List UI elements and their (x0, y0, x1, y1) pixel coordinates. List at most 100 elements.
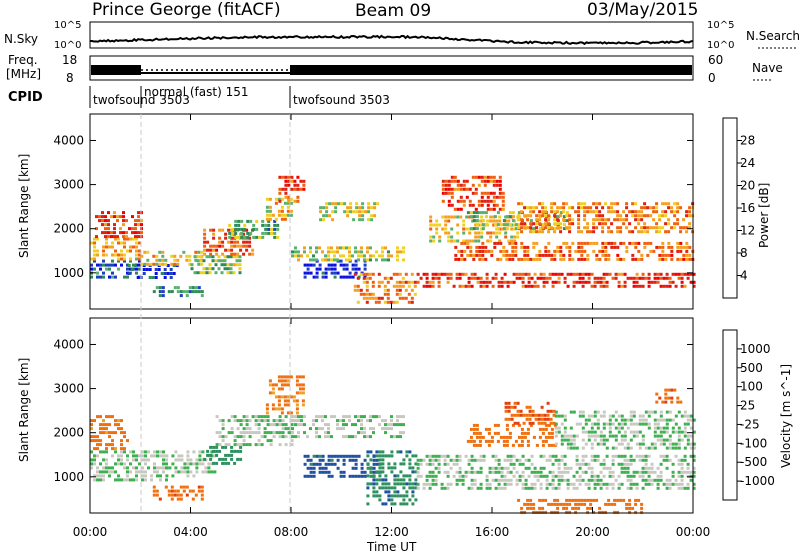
power-cell (107, 231, 110, 235)
nsky-label: N.Sky (4, 32, 38, 46)
velocity-cell (545, 478, 549, 482)
power-cell (395, 292, 399, 296)
velocity-cell (541, 498, 545, 502)
power-cell (333, 275, 337, 279)
power-cell (286, 213, 290, 217)
power-cell (367, 202, 371, 206)
velocity-cell (563, 438, 567, 442)
power-cell (520, 230, 524, 234)
power-cell (511, 245, 515, 249)
velocity-cell (290, 443, 294, 447)
power-cell (498, 239, 502, 243)
velocity-cell (387, 490, 391, 494)
power-cell (480, 195, 484, 199)
power-cell (664, 214, 668, 218)
velocity-cell (396, 490, 400, 494)
power-cell (513, 239, 517, 243)
power-cell (489, 199, 493, 203)
power-cell (488, 280, 492, 284)
power-cell (441, 179, 445, 183)
velocity-cell (563, 478, 567, 482)
power-cell (655, 206, 659, 210)
velocity-cell (520, 431, 524, 435)
power-cell (520, 218, 524, 222)
power-cell (286, 197, 290, 201)
velocity-cell (500, 478, 504, 482)
power-cell (93, 237, 96, 241)
power-cell (550, 210, 554, 214)
velocity-cell (641, 442, 645, 446)
velocity-cell (509, 482, 513, 486)
power-colorbar-tick-label: 24 (740, 156, 755, 170)
velocity-cell (602, 482, 606, 486)
velocity-cell (598, 506, 602, 510)
freq-label-2: [MHz] (6, 67, 41, 81)
power-cell (556, 218, 560, 222)
power-cell (505, 215, 509, 219)
velocity-cell (659, 418, 663, 422)
velocity-cell (569, 438, 573, 442)
velocity-cell (514, 439, 518, 443)
velocity-cell (677, 486, 681, 490)
velocity-cell (195, 466, 199, 470)
velocity-cell (165, 466, 169, 470)
power-cell (312, 258, 315, 262)
power-cell (650, 280, 654, 284)
velocity-cell (467, 486, 471, 490)
power-cell (572, 284, 576, 288)
velocity-cell (502, 435, 506, 439)
velocity-cell (611, 458, 615, 462)
velocity-cell (286, 375, 290, 379)
velocity-cell (144, 478, 147, 482)
velocity-cell (590, 430, 594, 434)
power-cell (381, 258, 384, 262)
power-cell (234, 219, 238, 223)
velocity-cell (286, 383, 290, 387)
power-cell (339, 275, 343, 279)
power-cell (586, 206, 590, 210)
power-cell (640, 214, 644, 218)
velocity-cell (297, 419, 300, 423)
power-cell (273, 219, 277, 223)
velocity-cell (431, 462, 435, 466)
velocity-cell (431, 474, 435, 478)
velocity-cell (535, 510, 539, 514)
power-cell (577, 214, 581, 218)
velocity-cell (108, 474, 111, 478)
velocity-cell (221, 427, 225, 431)
velocity-cell (162, 454, 165, 458)
power-cell (538, 257, 542, 261)
power-ytick-label: 2000 (53, 222, 84, 236)
velocity-cell (260, 419, 264, 423)
power-cell (444, 187, 448, 191)
velocity-cell (96, 435, 99, 439)
velocity-cell (527, 466, 531, 470)
power-cell (126, 271, 129, 275)
power-cell (148, 268, 152, 271)
power-cell (685, 230, 689, 234)
velocity-cell (405, 502, 409, 506)
power-cell (526, 226, 530, 230)
velocity-cell (565, 510, 569, 514)
velocity-cell (656, 478, 660, 482)
power-cell (580, 253, 584, 257)
velocity-cell (239, 457, 243, 461)
velocity-cell (518, 474, 522, 478)
velocity-cell (551, 474, 555, 478)
power-cell (616, 253, 620, 257)
velocity-cell (599, 434, 603, 438)
velocity-cell (568, 502, 572, 506)
velocity-cell (626, 466, 630, 470)
power-cell (692, 284, 696, 288)
power-cell (235, 255, 239, 259)
power-cell (661, 214, 665, 218)
velocity-cell (479, 470, 483, 474)
power-cell (435, 231, 439, 235)
power-cell (647, 284, 651, 288)
power-cell (447, 183, 451, 187)
power-cell (637, 241, 641, 245)
power-cell (410, 280, 414, 284)
power-cell (535, 241, 539, 245)
velocity-cell (321, 458, 325, 462)
velocity-cell (614, 434, 618, 438)
